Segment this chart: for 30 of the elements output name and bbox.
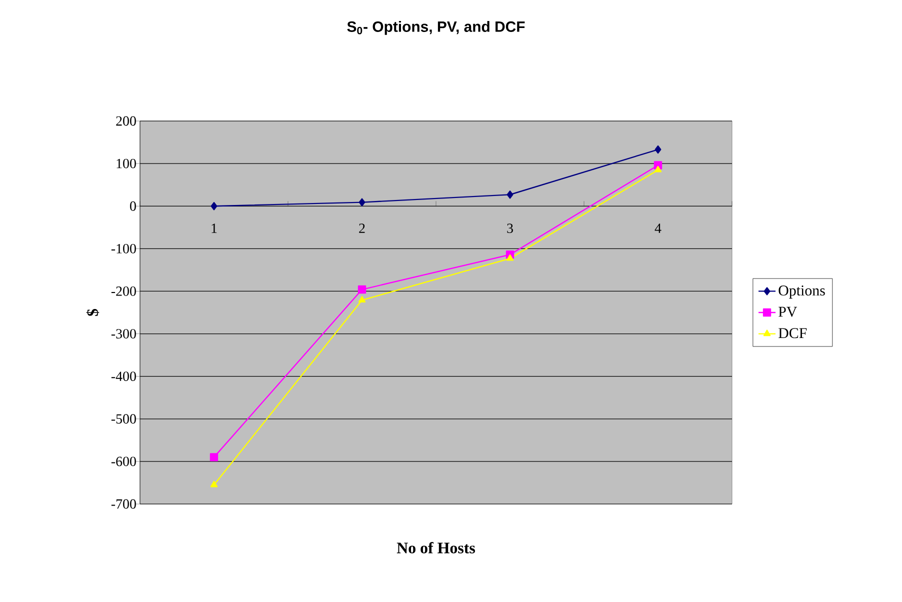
y-tick-label: 100 bbox=[116, 158, 136, 168]
y-tick-label: -400 bbox=[111, 372, 136, 382]
point bbox=[210, 480, 218, 488]
y-axis-title: $ bbox=[86, 308, 100, 316]
point bbox=[358, 198, 366, 206]
y-tick-label: -100 bbox=[111, 244, 136, 254]
legend-label: Options bbox=[778, 286, 825, 299]
x-tick-label: 4 bbox=[654, 224, 662, 233]
x-tick-label: 2 bbox=[359, 224, 365, 233]
y-tick-label: -600 bbox=[111, 456, 136, 466]
y-tick-label: 200 bbox=[116, 116, 136, 126]
point bbox=[506, 254, 514, 261]
y-tick-label: -500 bbox=[111, 414, 136, 424]
x-tick-label: 3 bbox=[507, 224, 513, 234]
chart-title: S$_{0}$- Options, PV, and DCF bbox=[347, 20, 525, 35]
point bbox=[358, 285, 366, 294]
point bbox=[210, 202, 218, 210]
point bbox=[506, 190, 514, 199]
legend-label: PV bbox=[778, 306, 798, 317]
x-axis-title: No of Hosts bbox=[396, 542, 475, 554]
y-tick-label: -300 bbox=[111, 329, 136, 338]
x-tick-label: 1 bbox=[212, 224, 217, 233]
y-tick-label: -700 bbox=[111, 499, 136, 509]
point bbox=[654, 145, 662, 154]
y-tick-label: 0 bbox=[130, 201, 136, 211]
y-tick-label: -200 bbox=[111, 286, 136, 296]
point bbox=[654, 166, 662, 172]
legend-label: DCF bbox=[778, 328, 807, 338]
point bbox=[358, 296, 366, 303]
point bbox=[210, 453, 218, 462]
